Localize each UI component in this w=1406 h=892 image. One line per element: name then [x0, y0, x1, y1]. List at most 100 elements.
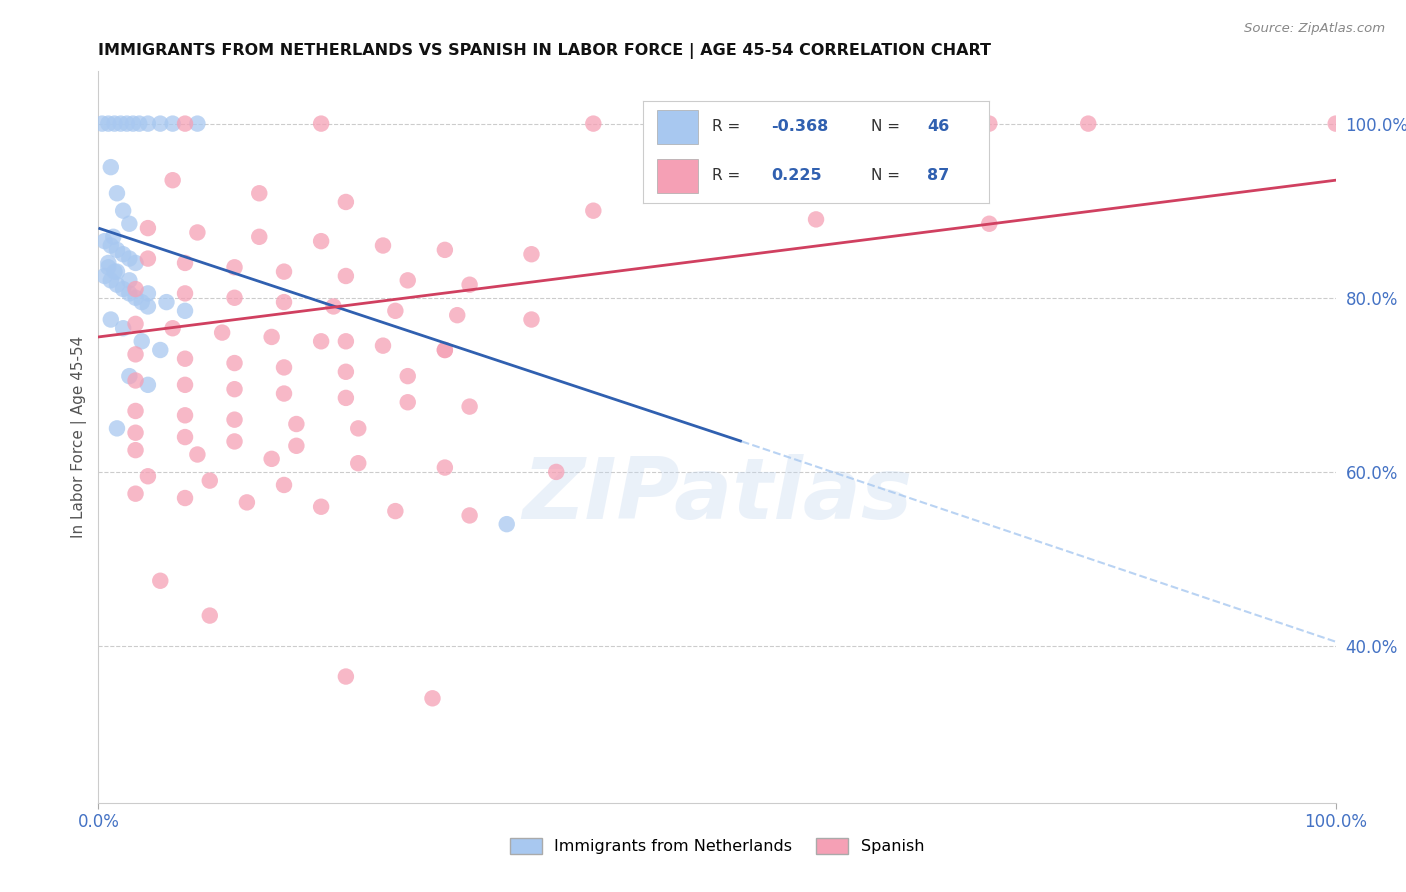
Point — [97, 117, 120, 131]
Point — [162, 117, 184, 131]
Point — [110, 117, 132, 131]
Point — [124, 256, 146, 270]
Point — [224, 412, 246, 426]
Point — [384, 303, 406, 318]
Point — [247, 229, 270, 244]
Legend: Immigrants from Netherlands, Spanish: Immigrants from Netherlands, Spanish — [503, 831, 931, 861]
Text: R =: R = — [711, 119, 745, 134]
Point — [804, 212, 827, 227]
Point — [979, 217, 1001, 231]
Point — [224, 356, 246, 370]
Point — [458, 400, 481, 414]
Point — [285, 417, 308, 431]
Point — [335, 194, 357, 209]
Point — [115, 117, 138, 131]
Point — [309, 234, 332, 248]
Point — [322, 300, 344, 314]
Point — [103, 265, 125, 279]
Point — [520, 312, 543, 326]
Point — [458, 508, 481, 523]
Point — [433, 343, 456, 357]
Point — [384, 504, 406, 518]
Point — [285, 439, 308, 453]
Point — [422, 691, 444, 706]
Point — [224, 434, 246, 449]
Point — [124, 317, 146, 331]
Point — [546, 465, 568, 479]
Text: N =: N = — [872, 168, 905, 183]
Point — [347, 421, 370, 435]
Point — [105, 243, 128, 257]
Text: Source: ZipAtlas.com: Source: ZipAtlas.com — [1244, 22, 1385, 36]
Point — [495, 517, 517, 532]
Point — [112, 203, 135, 218]
Point — [582, 117, 605, 131]
Point — [112, 247, 135, 261]
Point — [347, 456, 370, 470]
Point — [247, 186, 270, 201]
Point — [105, 265, 128, 279]
Text: N =: N = — [872, 119, 905, 134]
Point — [335, 334, 357, 349]
Point — [136, 377, 159, 392]
Point — [979, 117, 1001, 131]
Point — [124, 347, 146, 361]
Point — [174, 491, 197, 505]
Text: 87: 87 — [927, 168, 949, 183]
Point — [118, 273, 141, 287]
Point — [124, 291, 146, 305]
Point — [371, 339, 394, 353]
Point — [105, 186, 128, 201]
Point — [112, 321, 135, 335]
Point — [131, 334, 153, 349]
Point — [335, 268, 357, 283]
Point — [174, 117, 197, 131]
Point — [105, 277, 128, 292]
Point — [118, 286, 141, 301]
Point — [273, 386, 295, 401]
Point — [186, 448, 208, 462]
Y-axis label: In Labor Force | Age 45-54: In Labor Force | Age 45-54 — [72, 336, 87, 538]
Point — [335, 365, 357, 379]
Point — [433, 243, 456, 257]
Point — [136, 300, 159, 314]
Point — [582, 203, 605, 218]
Point — [124, 374, 146, 388]
Text: R =: R = — [711, 168, 745, 183]
Point — [97, 260, 120, 275]
Point — [124, 443, 146, 458]
Point — [211, 326, 233, 340]
Point — [186, 226, 208, 240]
Point — [103, 117, 125, 131]
Point — [260, 330, 283, 344]
Point — [124, 486, 146, 500]
Point — [149, 343, 172, 357]
Point — [174, 430, 197, 444]
Point — [105, 421, 128, 435]
Point — [520, 247, 543, 261]
Point — [100, 238, 122, 252]
Point — [93, 234, 115, 248]
Point — [224, 382, 246, 396]
Point — [118, 369, 141, 384]
Point — [224, 291, 246, 305]
Text: 0.225: 0.225 — [770, 168, 821, 183]
Point — [128, 117, 150, 131]
Point — [1077, 117, 1099, 131]
Point — [149, 574, 172, 588]
Point — [273, 295, 295, 310]
Point — [124, 425, 146, 440]
Point — [91, 117, 114, 131]
Point — [162, 321, 184, 335]
Point — [174, 256, 197, 270]
Text: 46: 46 — [927, 119, 949, 134]
Point — [198, 474, 221, 488]
Point — [97, 256, 120, 270]
Point — [236, 495, 259, 509]
Point — [446, 308, 468, 322]
Point — [309, 117, 332, 131]
Point — [174, 286, 197, 301]
Bar — [657, 110, 699, 144]
Point — [136, 117, 159, 131]
Point — [309, 334, 332, 349]
